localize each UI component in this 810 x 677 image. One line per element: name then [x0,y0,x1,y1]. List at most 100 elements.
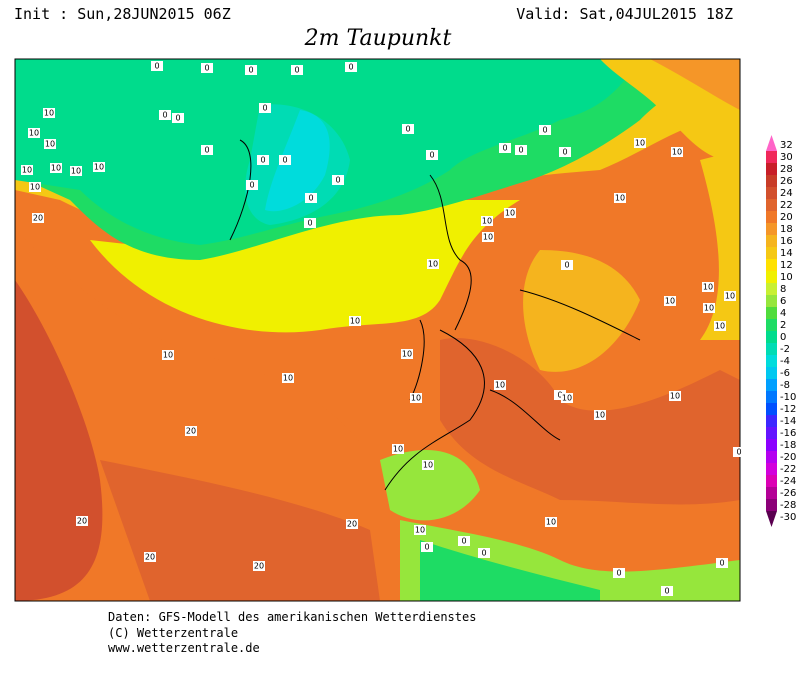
contour-label: 10 [505,209,515,218]
contour-label: 10 [45,140,55,149]
map-field [15,59,740,601]
contour-label: 0 [405,125,410,134]
colorbar-band [766,355,777,367]
contour-label: 10 [283,374,293,383]
label-box [427,259,439,269]
contour-label: 0 [175,114,180,123]
label-box [669,391,681,401]
colorbar-band [766,343,777,355]
colorbar-label: -24 [780,476,796,487]
label-box [494,380,506,390]
colorbar-label: 0 [780,332,786,343]
colorbar-band [766,163,777,175]
contour-label: 0 [335,176,340,185]
contour-label: 10 [703,283,713,292]
colorbar-band [766,463,777,475]
label-box [410,393,422,403]
label-box [478,548,490,558]
contour-label: 0 [249,181,254,190]
label-box [671,147,683,157]
contour-label: 20 [254,562,264,571]
colorbar-label: 32 [780,140,793,151]
contour-label: 20 [145,553,155,562]
label-box [421,542,433,552]
colorbar-band [766,199,777,211]
label-box [245,65,257,75]
label-box [614,193,626,203]
label-box [253,561,265,571]
contour-label: 0 [260,156,265,165]
contour-label: 0 [154,62,159,71]
colorbar-label: 24 [780,188,793,199]
colorbar-label: -26 [780,488,796,499]
label-box [345,62,357,72]
label-box [50,163,62,173]
label-box [159,110,171,120]
contour-label: 0 [502,144,507,153]
contour-label: 0 [308,194,313,203]
colorbar-band [766,451,777,463]
label-box [162,350,174,360]
colorbar-band [766,175,777,187]
colorbar-band [766,475,777,487]
contour-label: 0 [294,66,299,75]
contour-label: 0 [248,66,253,75]
contour-label: 0 [562,148,567,157]
label-box [93,162,105,172]
colorbar-label: 18 [780,224,793,235]
label-box [144,552,156,562]
colorbar-band [766,271,777,283]
contour-label: 0 [557,391,562,400]
label-box [664,296,676,306]
colorbar-band [766,487,777,499]
colorbar-label: -12 [780,404,796,415]
contour-label: 10 [495,381,505,390]
label-box [32,213,44,223]
colorbar-label: 2 [780,320,786,331]
colorbar-band [766,319,777,331]
contour-label: 0 [429,151,434,160]
colorbar-band [766,295,777,307]
label-box [554,390,566,400]
colorbar-label: -4 [780,356,790,367]
contour-label: 10 [428,260,438,269]
contour-label: 0 [204,146,209,155]
colorbar-label: 8 [780,284,786,295]
colorbar-label: 4 [780,308,786,319]
colorbar-label: -14 [780,416,796,427]
contour-label: 0 [204,64,209,73]
label-box [733,447,745,457]
contour-label: 0 [282,156,287,165]
colorbar-band [766,427,777,439]
contour-labels: 0 0 0 0 00 0000000000000000000000001010101010… [21,61,745,596]
label-box [613,568,625,578]
label-box [76,516,88,526]
label-box [201,63,213,73]
label-box [282,373,294,383]
label-box [702,282,714,292]
contour-label: 0 [564,261,569,270]
contour-label: 20 [347,520,357,529]
contour-label: 10 [615,194,625,203]
footer-copyright: (C) Wetterzentrale [108,626,238,640]
colorbar-cap [766,135,777,151]
contour-label: 0 [616,569,621,578]
label-box [426,150,438,160]
label-box [716,558,728,568]
label-box [151,61,163,71]
label-box [504,208,516,218]
colorbar-band [766,499,777,511]
colorbar-band [766,367,777,379]
colorbar-label: 6 [780,296,786,307]
contour-label: 10 [725,292,735,301]
contour-label: 10 [71,167,81,176]
contour-label: 20 [77,517,87,526]
label-box [43,108,55,118]
label-box [201,145,213,155]
label-box [29,182,41,192]
colorbar-label: 26 [780,176,793,187]
colorbar-label: -10 [780,392,796,403]
colorbar-band [766,247,777,259]
contour-label: 10 [94,163,104,172]
